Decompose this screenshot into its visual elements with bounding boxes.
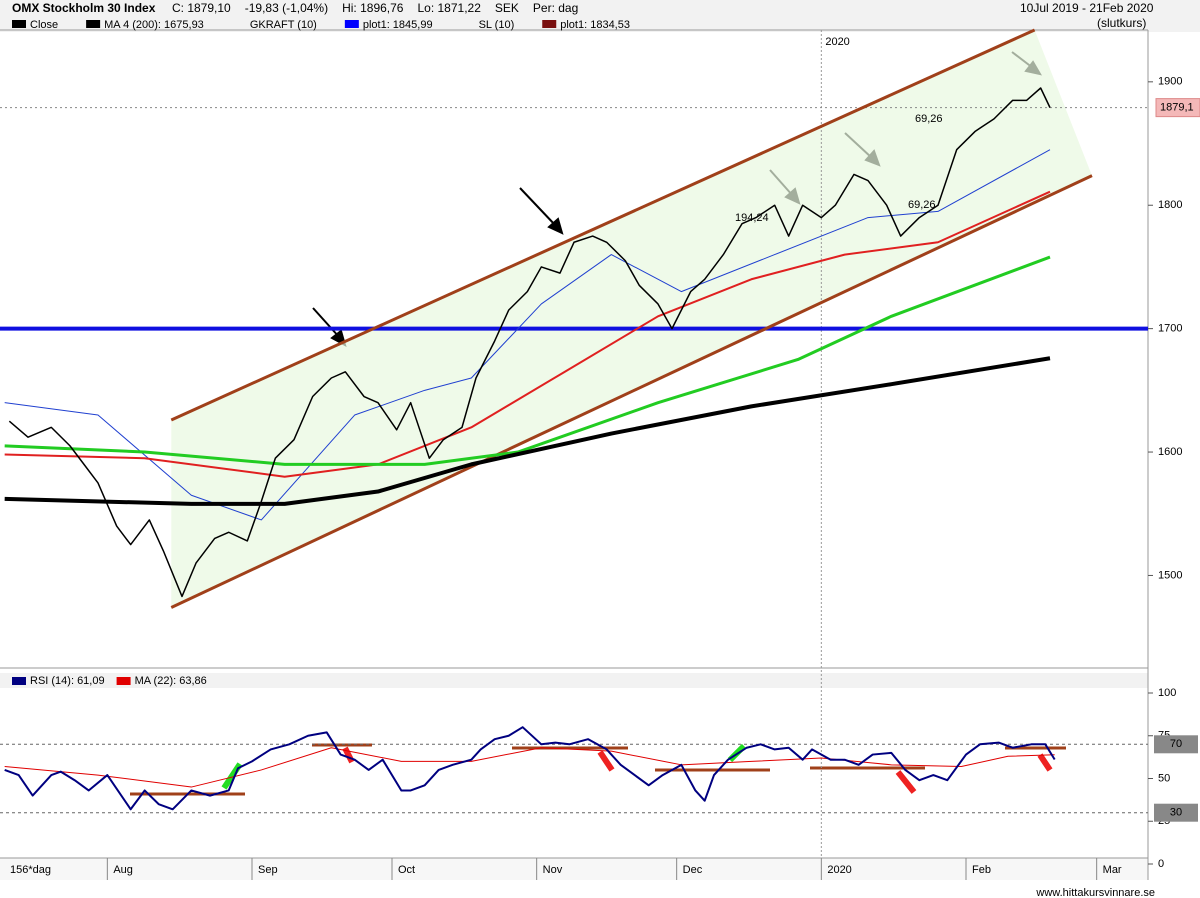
date-range: 10Jul 2019 - 21Feb 2020: [1020, 1, 1154, 15]
quote-item: SEK: [495, 1, 519, 15]
legend-label: plot1: 1834,53: [560, 19, 630, 31]
x-tick-label: Feb: [972, 864, 991, 876]
rsi-level-label: 30: [1170, 807, 1182, 819]
price-line: [4, 726, 1056, 811]
x-tick-label: Nov: [543, 864, 563, 876]
x-tick-label: Aug: [113, 864, 133, 876]
y-tick-label: 1900: [1158, 76, 1182, 88]
legend-swatch: [12, 20, 26, 28]
annotation: 194,24: [735, 212, 769, 224]
rsi-level-label: 70: [1170, 738, 1182, 750]
price-line: [8, 87, 1051, 598]
x-tick-label: Dec: [683, 864, 703, 876]
last-price-label: 1879,1: [1160, 102, 1194, 114]
x-tick-label: 2020: [827, 864, 851, 876]
quote-item: Lo: 1871,22: [417, 1, 481, 15]
price-line: [4, 747, 1055, 788]
quote-item: C: 1879,10: [172, 1, 231, 15]
legend-label: MA 4 (200): 1675,93: [104, 19, 204, 31]
rsi-legend-label: MA (22): 63,86: [135, 675, 207, 687]
x-tick-label: Oct: [398, 864, 415, 876]
legend-label: SL (10): [479, 19, 515, 31]
rsi-y-tick-label: 50: [1158, 772, 1170, 784]
title: OMX Stockholm 30 Index: [12, 1, 156, 15]
price-line: [4, 356, 1051, 506]
annotation: 69,26: [915, 113, 943, 125]
quote-item: Per: dag: [533, 1, 578, 15]
rsi-level-tag: [1154, 803, 1198, 822]
year-marker: 2020: [825, 36, 849, 48]
x-tick-label: Sep: [258, 864, 278, 876]
legend-label: Close: [30, 19, 58, 31]
legend-label: GKRAFT (10): [250, 19, 317, 31]
watermark: www.hittakursvinnare.se: [1035, 887, 1155, 898]
y-tick-label: 1500: [1158, 569, 1182, 581]
quote-item: -19,83 (-1,04%): [245, 1, 328, 15]
rsi-legend-label: RSI (14): 61,09: [30, 675, 105, 687]
rsi-level-tag: [1154, 735, 1198, 754]
x-tick-label: Mar: [1103, 864, 1122, 876]
rsi-y-tick-label: 0: [1158, 858, 1164, 870]
y-tick-label: 1600: [1158, 446, 1182, 458]
price-line: [4, 190, 1051, 478]
last-price-tag: [1155, 98, 1200, 118]
header-bg: [0, 0, 1200, 32]
legend-swatch: [344, 20, 359, 28]
legend-label: plot1: 1845,99: [363, 19, 433, 31]
rsi-legend-swatch: [116, 677, 131, 685]
rsi-header-bg: [0, 673, 1148, 688]
rsi-y-tick-label: 100: [1158, 687, 1176, 699]
legend-swatch: [86, 20, 101, 28]
quote-item: Hi: 1896,76: [342, 1, 404, 15]
x-axis-bg: [0, 858, 1148, 880]
channel-line: [170, 174, 1093, 609]
price-mode: (slutkurs): [1097, 16, 1146, 30]
price-line: [4, 255, 1051, 466]
y-tick-label: 1700: [1158, 323, 1182, 335]
price-line: [4, 149, 1051, 521]
rsi-legend-swatch: [12, 677, 26, 685]
legend-swatch: [542, 20, 557, 28]
annotation: 69,26: [908, 199, 936, 211]
period-label: 156*dag: [10, 864, 51, 876]
y-tick-label: 1800: [1158, 199, 1182, 211]
channel-line: [170, 28, 1036, 422]
